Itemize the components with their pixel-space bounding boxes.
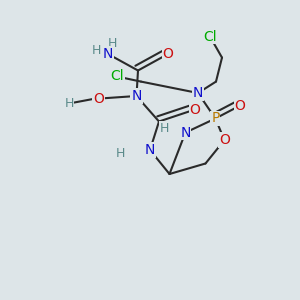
Text: H: H (91, 44, 101, 58)
Text: Cl: Cl (203, 30, 217, 44)
Text: N: N (145, 143, 155, 157)
Text: N: N (180, 126, 190, 140)
Text: H: H (160, 122, 169, 135)
Text: O: O (93, 92, 104, 106)
Text: O: O (219, 133, 230, 147)
Text: O: O (190, 103, 200, 116)
Text: O: O (163, 47, 173, 61)
Text: H: H (115, 147, 125, 161)
Text: O: O (235, 99, 245, 112)
Text: P: P (211, 112, 220, 125)
Text: N: N (193, 86, 203, 100)
Text: N: N (103, 47, 113, 61)
Text: H: H (108, 37, 117, 50)
Text: Cl: Cl (110, 70, 124, 83)
Text: N: N (131, 89, 142, 103)
Text: H: H (64, 97, 74, 110)
